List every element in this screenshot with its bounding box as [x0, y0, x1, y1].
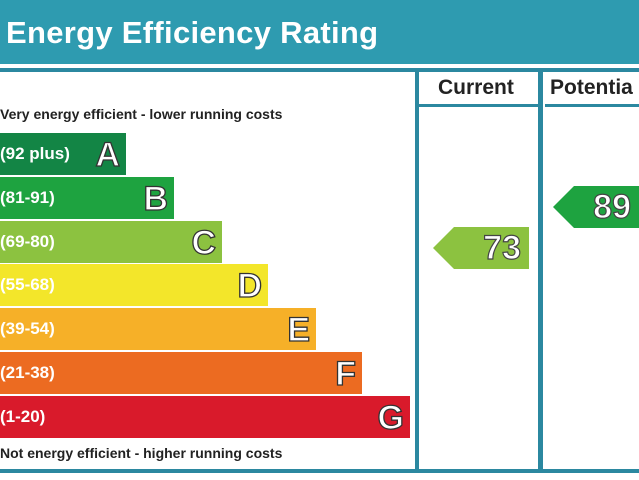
band-letter: F [335, 354, 357, 393]
current-column-left-border [415, 72, 419, 472]
band-range-label: (69-80) [0, 232, 55, 251]
band-range-label: (92 plus) [0, 144, 70, 163]
current-rating-arrow-shape [433, 227, 529, 269]
band-c: (69-80) C [0, 221, 222, 263]
band-b: (81-91) B [0, 177, 174, 219]
current-rating-arrow-value: 73 [483, 228, 522, 267]
band-letter: G [377, 398, 405, 437]
band-d: (55-68) D [0, 264, 268, 306]
bottom-note: Not energy efficient - higher running co… [0, 445, 283, 461]
band-range-label: (55-68) [0, 275, 55, 294]
band-range-label: (39-54) [0, 319, 55, 338]
current-column-right-border [538, 72, 543, 472]
band-range-label: (81-91) [0, 188, 55, 207]
title-bar: Energy Efficiency Rating [0, 0, 639, 64]
header-divider-potential [545, 104, 639, 107]
band-letter: A [95, 135, 121, 174]
band-f: (21-38) F [0, 352, 362, 394]
band-letter: C [191, 223, 217, 262]
band-range-label: (21-38) [0, 363, 55, 382]
band-e: (39-54) E [0, 308, 316, 350]
potential-rating-arrow-value: 89 [593, 187, 632, 226]
potential-column-header: Potentia [550, 76, 633, 99]
chart-title: Energy Efficiency Rating [6, 15, 379, 50]
potential-rating-arrow-shape [553, 186, 639, 228]
potential-rating-arrow-polygon [553, 186, 639, 228]
band-g: (1-20) G [0, 396, 410, 438]
current-rating-arrow: 73 [433, 227, 529, 269]
current-rating-arrow-polygon [433, 227, 529, 269]
table-border-top [0, 68, 639, 72]
header-divider-current [418, 104, 539, 107]
table-border-bottom [0, 469, 639, 473]
band-a: (92 plus) A [0, 133, 126, 175]
top-note: Very energy efficient - lower running co… [0, 106, 283, 122]
potential-rating-arrow: 89 [553, 186, 639, 228]
band-letter: D [237, 266, 263, 305]
band-letter: B [143, 179, 169, 218]
band-range-label: (1-20) [0, 407, 46, 426]
band-letter: E [287, 310, 311, 349]
current-column-header: Current [438, 76, 514, 99]
